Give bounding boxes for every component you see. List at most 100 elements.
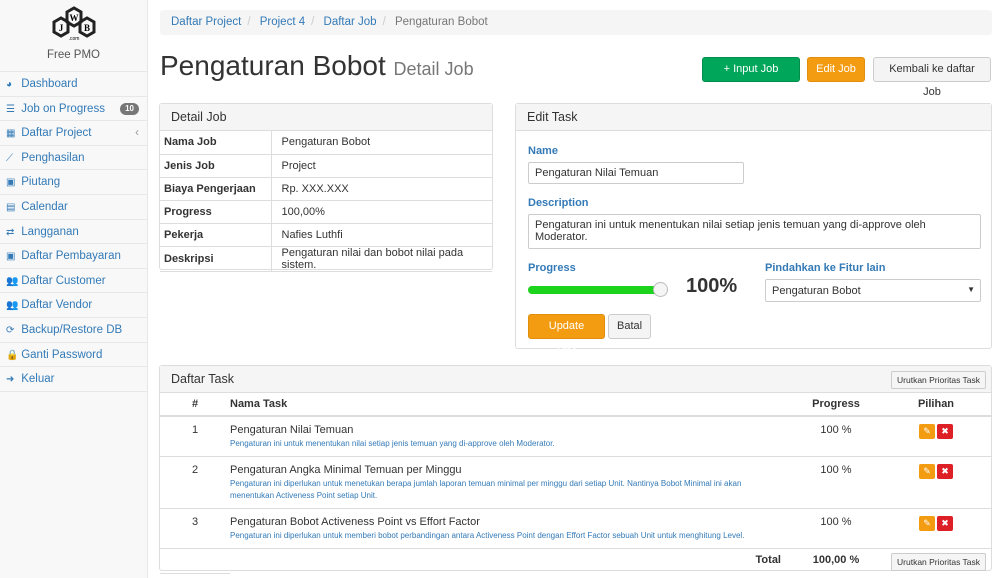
detail-row: Nama Job Pengaturan Bobot [160,131,492,155]
sidebar-item-daftar-pembayaran[interactable]: ▣ Daftar Pembayaran [0,244,147,269]
task-no: 3 [160,508,230,549]
progress-slider-handle[interactable] [653,282,668,297]
page-title-text: Pengaturan Bobot [160,50,386,81]
page-subtitle: Detail Job [393,59,474,79]
detail-label: Deskripsi [160,246,272,272]
detail-value: Pengaturan nilai dan bobot nilai pada si… [271,246,492,272]
sidebar-item-label: Langganan [21,225,79,238]
sidebar-item-keluar[interactable]: ➜ Keluar [0,367,147,392]
breadcrumb-current: Pengaturan Bobot [394,16,488,28]
progress-label: Progress [528,262,576,274]
retweet-icon: ⇄ [6,226,15,238]
sidebar-item-piutang[interactable]: ▣ Piutang [0,170,147,195]
sidebar-item-langganan[interactable]: ⇄ Langganan [0,220,147,245]
detail-row: Biaya Pengerjaan Rp. XXX.XXX [160,177,492,201]
svg-text:W: W [69,13,78,23]
page-title: Pengaturan Bobot Detail Job [160,50,474,82]
breadcrumb-project[interactable]: Project 4 [259,16,306,28]
calendar-icon: ▤ [6,201,16,213]
kembali-button[interactable]: Kembali ke daftar Job [873,57,991,98]
chevron-left-icon: ‹ [135,127,139,140]
detail-value: 100,00% [271,200,492,224]
detail-value: Project [271,154,492,178]
jwb-logo-icon: JWB .com [52,6,95,42]
edit-icon[interactable]: ✎ [919,424,935,439]
sidebar-item-daftar-project[interactable]: ▦ Daftar Project ‹ [0,121,147,146]
update-task-button[interactable]: Update Task [528,314,605,355]
task-name[interactable]: Pengaturan Nilai Temuan [230,424,354,436]
panel-title: Edit Task [516,104,991,131]
edit-icon[interactable]: ✎ [919,516,935,531]
logo[interactable]: J W B .com Free PMO [0,0,147,72]
detail-value: Rp. XXX.XXX [271,177,492,201]
name-input[interactable]: Pengaturan Nilai Temuan [528,162,744,184]
caret-down-icon: ▼ [967,285,975,294]
sidebar-item-label: Daftar Pembayaran [21,250,121,263]
money-icon: ▣ [6,177,16,189]
sidebar-item-label: Backup/Restore DB [21,323,123,336]
task-progress: 100 % [791,456,881,509]
sidebar-item-penghasilan[interactable]: ⟋ Penghasilan [0,146,147,171]
dashboard-icon: ◕ [6,79,13,90]
delete-icon[interactable]: ✖ [937,464,953,479]
progress-slider[interactable] [528,282,668,297]
sidebar-item-ganti-password[interactable]: 🔒 Ganti Password [0,343,147,368]
col-header-no: # [160,393,230,417]
task-progress: 100 % [791,508,881,549]
sort-priority-button-bottom[interactable]: Urutkan Prioritas Task [891,553,986,571]
delete-icon[interactable]: ✖ [937,424,953,439]
description-textarea[interactable]: Pengaturan ini untuk menentukan nilai se… [528,214,981,249]
task-name[interactable]: Pengaturan Angka Minimal Temuan per Ming… [230,464,462,476]
line-chart-icon: ⟋ [6,152,13,164]
detail-row: Deskripsi Pengaturan nilai dan bobot nila… [160,246,492,272]
breadcrumb-daftar-project[interactable]: Daftar Project [171,16,242,28]
task-description: Pengaturan ini diperlukan untuk menetuka… [230,479,742,500]
svg-text:B: B [83,23,89,33]
panel-title: Detail Job [160,104,492,131]
sidebar-item-backup-restore-db[interactable]: ⟳ Backup/Restore DB [0,318,147,343]
money-icon: ▣ [6,251,16,263]
app-name: Free PMO [46,49,101,61]
description-label: Description [528,197,589,209]
detail-row: Progress 100,00% [160,200,492,224]
tasks-icon: ☰ [6,103,15,115]
sidebar-item-label: Ganti Password [21,348,103,361]
edit-job-button[interactable]: Edit Job [807,57,865,82]
edit-icon[interactable]: ✎ [919,464,935,479]
count-badge: 10 [120,102,139,115]
table-icon: ▦ [6,128,16,140]
sidebar-item-label: Piutang [21,176,61,189]
sidebar-item-label: Daftar Project [21,127,92,140]
move-select[interactable]: Pengaturan Bobot ▼ [765,279,981,302]
task-progress: 100 % [791,416,881,457]
sidebar-item-job-on-progress[interactable]: ☰ Job on Progress 10 [0,97,147,122]
batal-button[interactable]: Batal [608,314,651,339]
task-description: Pengaturan ini diperlukan untuk memberi … [230,531,745,540]
detail-label: Progress [160,200,272,224]
sidebar-item-daftar-customer[interactable]: 👥 Daftar Customer [0,269,147,294]
sidebar-item-label: Calendar [21,200,68,213]
detail-row: Pekerja Nafies Luthfi [160,223,492,247]
col-header-actions: Pilihan [881,393,991,417]
col-header-name: Nama Task [230,393,791,417]
task-name[interactable]: Pengaturan Bobot Activeness Point vs Eff… [230,516,480,528]
input-job-baru-button[interactable]: + Input Job Baru [702,57,800,98]
sort-priority-button[interactable]: Urutkan Prioritas Task [891,371,986,389]
detail-value: Nafies Luthfi [271,223,492,247]
delete-icon[interactable]: ✖ [937,516,953,531]
sidebar-item-daftar-vendor[interactable]: 👥 Daftar Vendor [0,293,147,318]
sidebar-item-dashboard[interactable]: ◕ Dashboard [0,72,147,97]
task-description: Pengaturan ini untuk menentukan nilai se… [230,439,555,448]
lock-icon: 🔒 [6,349,19,361]
detail-label: Nama Job [160,131,272,155]
detail-label: Biaya Pengerjaan [160,177,272,201]
name-label: Name [528,145,558,157]
progress-value: 100% [686,275,738,297]
sidebar-item-calendar[interactable]: ▤ Calendar [0,195,147,220]
refresh-icon: ⟳ [6,324,15,336]
sidebar: J W B .com Free PMO ◕ Dashboard ☰ Job on Pro… [0,0,148,578]
breadcrumb-daftar-job[interactable]: Daftar Job [323,16,377,28]
edit-task-panel: Edit Task Name Pengaturan Nilai Temuan D… [515,103,992,355]
svg-text:.com: .com [68,36,79,42]
task-no: 1 [160,416,230,457]
